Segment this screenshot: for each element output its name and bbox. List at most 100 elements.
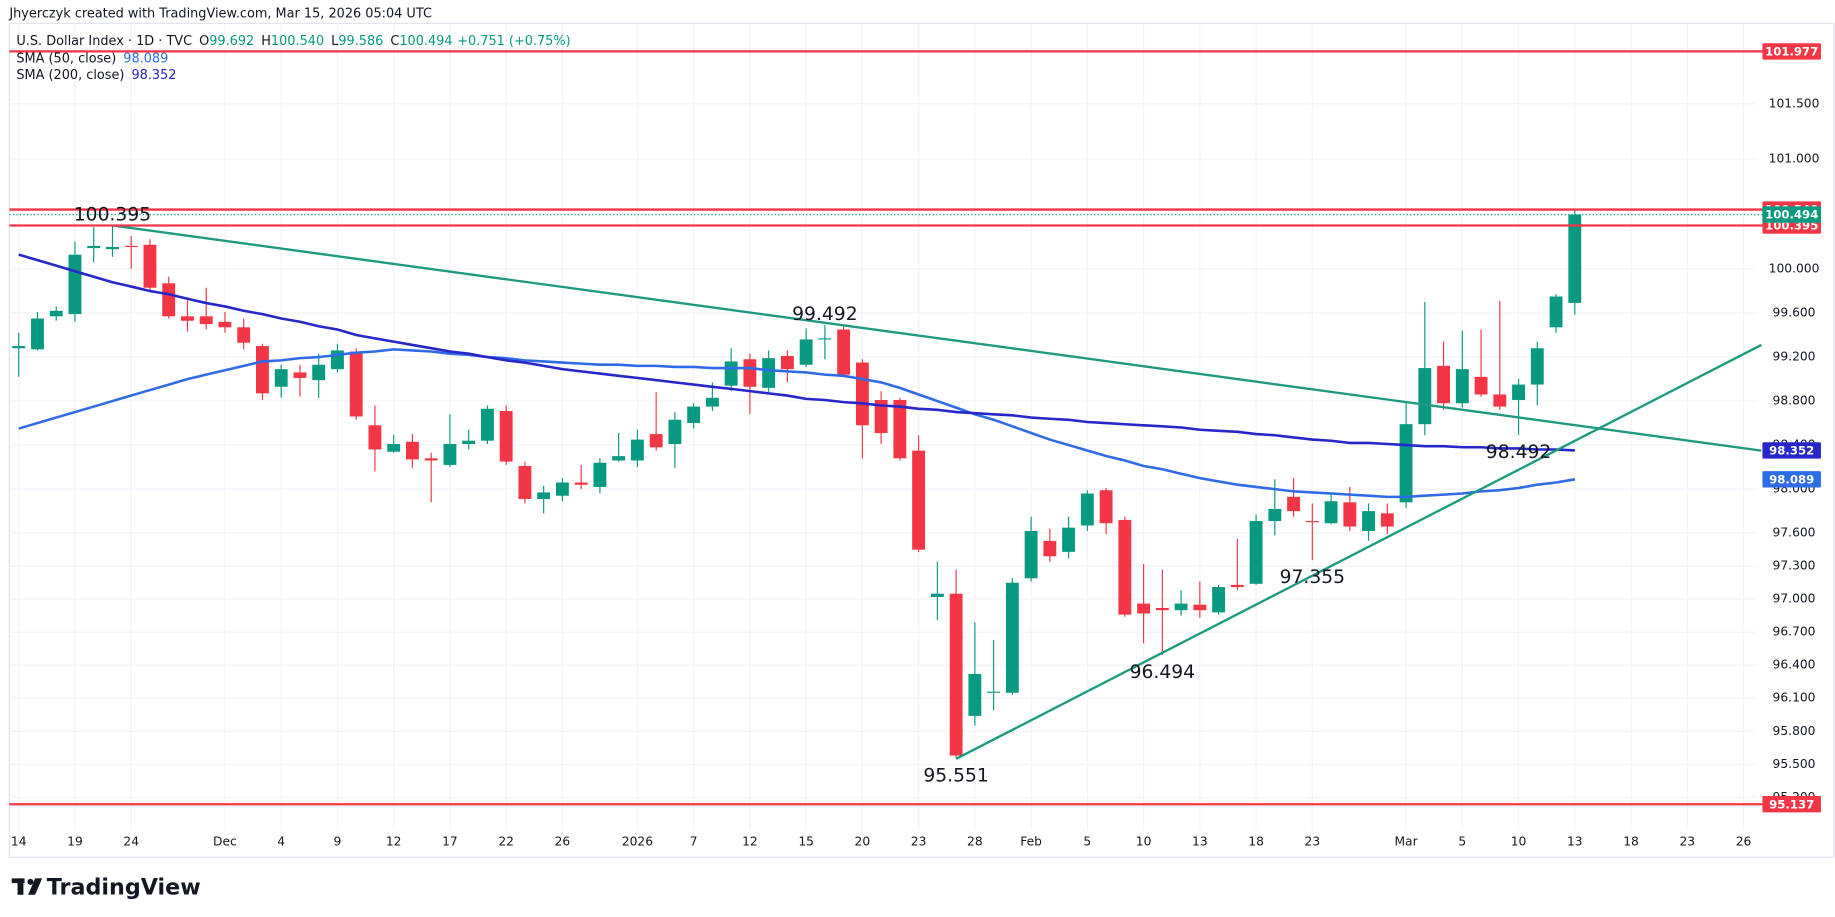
candle-body bbox=[818, 338, 832, 340]
legend: U.S. Dollar Index · 1D · TVC O99.692 H100.… bbox=[16, 33, 570, 48]
candle-body bbox=[1155, 607, 1169, 611]
grid: 95.20095.50095.80096.10096.40096.70097.0… bbox=[9, 23, 1820, 849]
x-tick-label: 23 bbox=[911, 835, 927, 849]
candle-body bbox=[1455, 369, 1469, 404]
x-tick-label: 28 bbox=[967, 835, 983, 849]
candle-body bbox=[724, 361, 738, 386]
y-tick-label: 96.700 bbox=[1773, 625, 1816, 639]
x-tick-label: 4 bbox=[277, 835, 285, 849]
logo-part bbox=[17, 878, 24, 895]
candle-body bbox=[256, 346, 269, 394]
candle-body bbox=[518, 466, 532, 500]
legend-value: 100.494 bbox=[399, 33, 452, 48]
candle-body bbox=[1324, 501, 1338, 524]
candle-body bbox=[424, 458, 438, 461]
x-tick-label: 10 bbox=[1511, 835, 1527, 849]
candle-body bbox=[893, 399, 907, 459]
candle-body bbox=[743, 359, 757, 387]
candle-body bbox=[443, 443, 457, 465]
y-tick-label: 101.500 bbox=[1769, 96, 1820, 110]
price-annotation: 100.395 bbox=[74, 204, 151, 225]
candle-body bbox=[480, 408, 494, 441]
candle-body bbox=[555, 482, 569, 496]
legend: SMA (200, close) 98.352 bbox=[16, 67, 176, 82]
candle-body bbox=[593, 462, 607, 487]
overlay: 100.395 99.492 95.551 96.494 97.355 98.492 101… bbox=[74, 43, 1821, 813]
legend-key: C bbox=[390, 33, 399, 48]
candle-body bbox=[143, 244, 157, 288]
legend-title: U.S. Dollar Index · 1D · TVC bbox=[16, 33, 192, 48]
x-tick-label: 22 bbox=[498, 835, 514, 849]
candle-body bbox=[1474, 376, 1488, 395]
candle-body bbox=[1418, 368, 1432, 425]
x-tick-label: 23 bbox=[1679, 835, 1695, 849]
price-box bbox=[1762, 206, 1821, 223]
candle-body bbox=[855, 362, 869, 426]
legend-value: 100.540 bbox=[271, 33, 324, 48]
trendline bbox=[955, 343, 1762, 760]
level-box-label: 95.137 bbox=[1769, 797, 1814, 811]
x-tick-label: 13 bbox=[1567, 835, 1583, 849]
price-annotation: 99.492 bbox=[792, 304, 857, 325]
x-tick-label: Mar bbox=[1394, 835, 1418, 849]
candle-body bbox=[837, 329, 851, 375]
plot bbox=[9, 50, 1763, 806]
y-tick-label: 99.600 bbox=[1773, 306, 1816, 320]
y-tick-label: 100.000 bbox=[1769, 261, 1820, 275]
price-annotation: 98.492 bbox=[1486, 442, 1551, 463]
candle-body bbox=[1005, 582, 1019, 693]
x-tick-label: 26 bbox=[555, 835, 571, 849]
x-tick-label: 7 bbox=[690, 835, 698, 849]
sma-line bbox=[18, 348, 1576, 499]
x-tick-label: 23 bbox=[1305, 835, 1321, 849]
candle-body bbox=[1230, 584, 1244, 588]
candle-body bbox=[612, 456, 626, 461]
sma-box-label: 98.352 bbox=[1769, 443, 1814, 457]
candle-body bbox=[49, 310, 63, 317]
legend-change: +0.751 (+0.75%) bbox=[457, 33, 570, 48]
candle-body bbox=[949, 593, 963, 756]
x-tick-label: 14 bbox=[11, 835, 27, 849]
candle-body bbox=[405, 441, 419, 460]
candle-body bbox=[349, 351, 363, 417]
candle-body bbox=[1493, 394, 1507, 407]
x-tick-label: Dec bbox=[213, 835, 237, 849]
caption: Jhyerczyk created with TradingView.com, … bbox=[8, 7, 432, 22]
y-tick-label: 98.800 bbox=[1773, 394, 1816, 408]
legend-key: H bbox=[261, 33, 271, 48]
candle-body bbox=[68, 254, 82, 315]
candle-body bbox=[181, 316, 194, 321]
candle-body bbox=[106, 246, 119, 250]
candle-body bbox=[1118, 519, 1132, 615]
y-tick-label: 97.000 bbox=[1773, 592, 1816, 606]
candle-body bbox=[1399, 424, 1413, 503]
candle-body bbox=[1362, 511, 1376, 531]
candle-body bbox=[1043, 540, 1057, 557]
level-box bbox=[1762, 43, 1821, 60]
y-tick-label: 96.100 bbox=[1773, 691, 1816, 705]
candle-body bbox=[874, 399, 888, 433]
legend-value: 98.089 bbox=[123, 51, 168, 66]
candle-body bbox=[762, 358, 776, 388]
x-tick-label: 18 bbox=[1623, 835, 1639, 849]
candle-body bbox=[368, 425, 382, 450]
candle-body bbox=[1080, 493, 1094, 526]
candle-body bbox=[312, 364, 326, 381]
candle-body bbox=[237, 327, 251, 343]
x-tick-label: 24 bbox=[123, 835, 139, 849]
legend-name: SMA (50, close) bbox=[16, 51, 116, 66]
candle-body bbox=[1380, 513, 1394, 527]
level-box-label: 101.977 bbox=[1765, 44, 1818, 58]
candle-body bbox=[1437, 365, 1451, 404]
sma-line bbox=[18, 253, 1575, 452]
x-tick-label: 18 bbox=[1248, 835, 1264, 849]
level-box bbox=[1762, 796, 1821, 813]
candle-body bbox=[968, 674, 982, 716]
logo-part bbox=[28, 878, 43, 895]
legend-key: O bbox=[199, 33, 209, 48]
candle-body bbox=[87, 245, 101, 249]
brand-logo bbox=[11, 878, 43, 895]
legend-key: L bbox=[331, 33, 339, 48]
